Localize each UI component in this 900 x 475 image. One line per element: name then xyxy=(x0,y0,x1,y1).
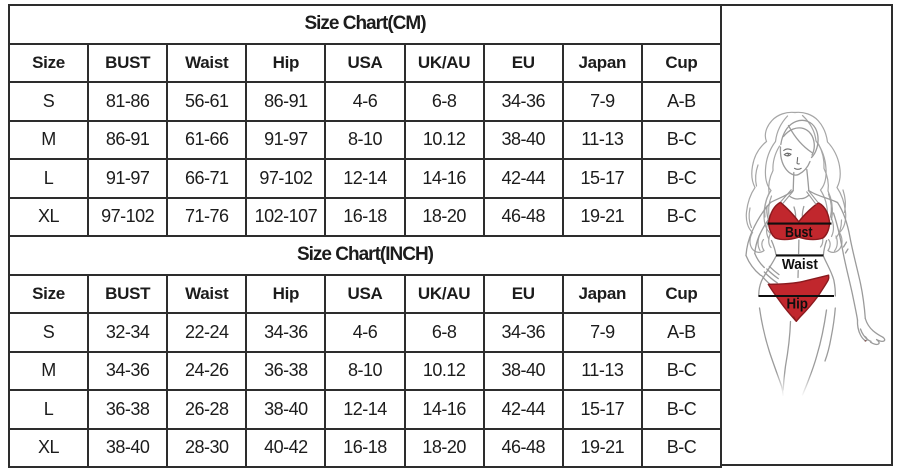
svg-text:Waist: Waist xyxy=(782,257,818,273)
svg-text:Hip: Hip xyxy=(786,296,808,313)
svg-text:Bust: Bust xyxy=(785,224,813,241)
